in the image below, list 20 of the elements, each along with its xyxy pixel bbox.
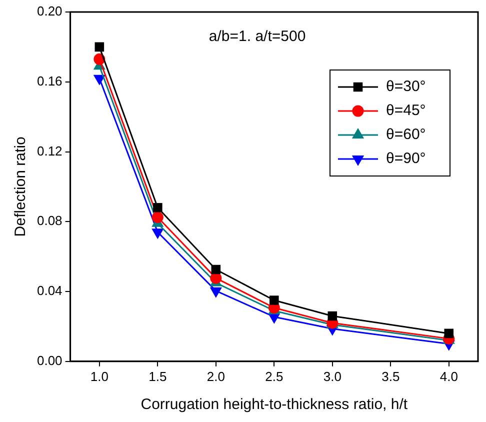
x-axis-title: Corrugation height-to-thickness ratio, h/t [140,396,408,414]
legend-label: θ=60° [386,126,426,144]
y-tick-label: 0.08 [36,213,62,228]
x-tick-label: 2.5 [265,368,284,384]
legend-label: θ=45° [386,102,426,120]
x-tick-label: 2.0 [206,368,225,384]
x-tick-label: 1.5 [148,368,167,384]
x-tick-label: 3.0 [323,368,342,384]
legend-label: θ=30° [386,78,426,96]
x-tick-label: 3.5 [382,368,400,384]
legend-label: θ=90° [386,150,426,168]
y-tick-label: 0.12 [36,143,62,158]
y-axis-title: Deflection ratio [12,136,30,237]
x-tick-label: 1.0 [90,368,108,384]
y-tick-label: 0.04 [36,283,62,298]
y-tick-label: 0.20 [36,4,62,19]
x-tick-label: 4.0 [440,368,458,384]
y-tick-label: 0.16 [36,73,62,88]
y-tick-label: 0.00 [36,352,62,368]
annotation: a/b=1. a/t=500 [208,28,306,46]
